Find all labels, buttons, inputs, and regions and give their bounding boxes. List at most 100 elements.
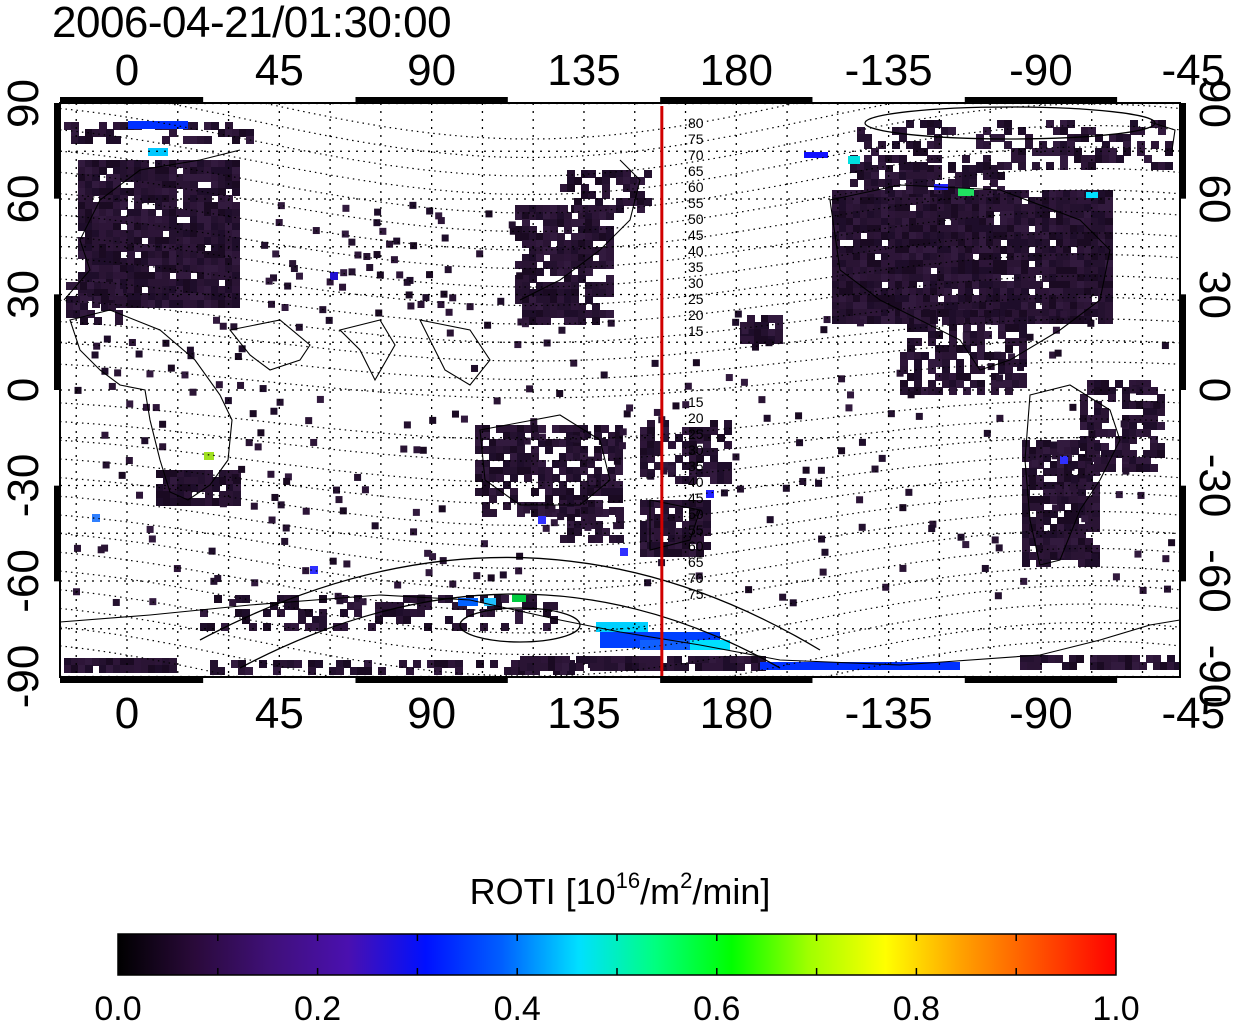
roti-cell	[703, 427, 711, 435]
roti-cell	[888, 225, 896, 233]
roti-cell	[438, 505, 446, 513]
roti-cell	[907, 324, 915, 332]
roti-cell	[176, 230, 184, 238]
roti-cell	[864, 134, 872, 142]
roti-cell	[584, 523, 592, 531]
roti-cell	[1160, 662, 1168, 670]
roti-cell	[745, 586, 753, 594]
roti-cell	[1084, 239, 1092, 247]
roti-cell	[616, 535, 624, 543]
roti-cell	[604, 656, 612, 664]
roti-cell	[675, 514, 683, 522]
roti-cell	[548, 663, 556, 671]
roti-cell	[853, 267, 861, 275]
roti-cell	[1042, 295, 1050, 303]
roti-cell	[183, 293, 191, 301]
roti-cell	[874, 302, 882, 310]
roti-cell	[503, 481, 511, 489]
roti-cell	[623, 177, 631, 185]
roti-cell	[1014, 239, 1022, 247]
roti-cell	[1102, 155, 1110, 163]
roti-cell	[647, 420, 655, 428]
roti-cell	[695, 663, 703, 671]
roti-cell	[689, 514, 697, 522]
roti-cell	[689, 455, 697, 463]
roti-cell	[176, 258, 184, 266]
roti-cell	[588, 521, 596, 529]
roti-cell	[909, 288, 917, 296]
roti-cell	[113, 136, 121, 144]
roti-cell	[937, 239, 945, 247]
roti-cell	[956, 310, 964, 318]
roti-cell	[120, 272, 128, 280]
roti-cell	[997, 162, 1005, 170]
roti-cell	[1043, 489, 1051, 497]
roti-cell	[972, 246, 980, 254]
roti-cell	[277, 202, 285, 210]
roti-cell	[1070, 190, 1078, 198]
roti-cell	[242, 616, 250, 624]
roti-cell	[543, 247, 551, 255]
roti-cell	[564, 282, 572, 290]
roti-cell	[853, 211, 861, 219]
roti-cell	[529, 240, 537, 248]
roti-cell	[1090, 662, 1098, 670]
roti-cell	[336, 667, 344, 675]
roti-cell	[531, 509, 539, 517]
roti-cell	[1050, 538, 1058, 546]
roti-cell	[106, 181, 114, 189]
roti-cell	[108, 282, 116, 290]
roti-cell	[1070, 260, 1078, 268]
roti-cell	[867, 302, 875, 310]
roti-cell	[696, 427, 704, 435]
roti-cell	[245, 667, 253, 675]
roti-cell	[156, 470, 164, 478]
roti-cell	[163, 491, 171, 499]
roti-cell	[857, 172, 865, 180]
roti-cell	[661, 427, 669, 435]
roti-cell	[696, 448, 704, 456]
roti-cell	[916, 218, 924, 226]
roti-cell	[1098, 197, 1106, 205]
roti-cell	[176, 265, 184, 273]
roti-cell	[1028, 204, 1036, 212]
roti-cell	[92, 265, 100, 273]
roti-cell	[125, 456, 133, 464]
roti-cell	[972, 295, 980, 303]
roti-cell	[190, 244, 198, 252]
roti-cell	[597, 663, 605, 671]
roti-cell	[832, 225, 840, 233]
roti-cell	[867, 239, 875, 247]
roti-cell	[1036, 440, 1044, 448]
roti-cell	[1077, 225, 1085, 233]
roti-cell	[270, 407, 278, 415]
roti-cell	[71, 129, 79, 137]
frame-bar-segment	[964, 677, 1118, 683]
roti-cell	[134, 174, 142, 182]
roti-cell	[210, 660, 218, 668]
roti-cell	[972, 232, 980, 240]
roti-cell	[923, 274, 931, 282]
roti-cell	[958, 218, 966, 226]
roti-cell	[148, 251, 156, 259]
coastline	[69, 309, 233, 501]
roti-cell	[183, 251, 191, 259]
roti-cell	[913, 179, 921, 187]
colorbar-title-sup2: 2	[680, 868, 693, 893]
roti-cell	[1070, 439, 1078, 447]
roti-cell	[717, 462, 725, 470]
roti-cell	[390, 256, 398, 264]
roti-cell	[1063, 288, 1071, 296]
roti-cell	[571, 261, 579, 269]
roti-cell	[674, 663, 682, 671]
roti-cell	[1143, 450, 1151, 458]
roti-cell	[619, 428, 627, 436]
roti-cell	[134, 209, 142, 217]
roti-cell	[1081, 515, 1089, 523]
roti-cell	[232, 216, 240, 224]
roti-cell	[602, 170, 610, 178]
roti-cell	[839, 260, 847, 268]
roti-cell	[148, 244, 156, 252]
roti-cell	[916, 246, 924, 254]
roti-cell	[616, 198, 624, 206]
